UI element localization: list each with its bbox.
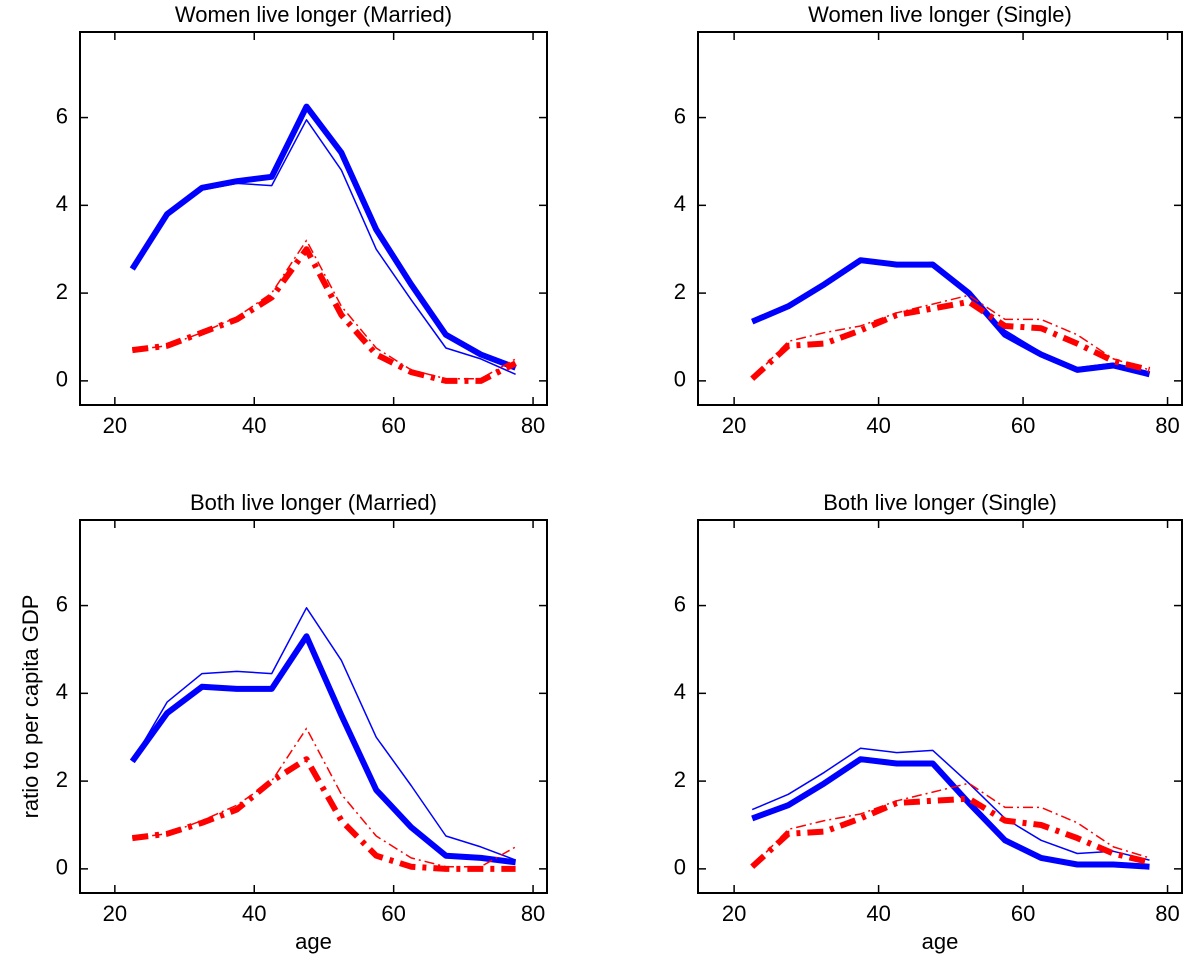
y-tick-label: 0 — [674, 367, 686, 392]
x-tick-label: 40 — [866, 901, 890, 926]
y-tick-label: 4 — [674, 679, 686, 704]
series-line — [129, 103, 517, 371]
series-line — [751, 257, 1151, 378]
y-tick-label: 0 — [674, 855, 686, 880]
x-tick-label: 40 — [242, 413, 266, 438]
series-line — [751, 747, 1150, 861]
y-tick-label: 6 — [674, 591, 686, 616]
plot-frame — [79, 31, 548, 406]
series-line — [131, 607, 516, 861]
x-tick-label: 20 — [103, 413, 127, 438]
y-tick-label: 4 — [56, 679, 68, 704]
x-tick-label: 80 — [521, 413, 545, 438]
series-line — [750, 795, 1151, 869]
x-tick-label: 40 — [242, 901, 266, 926]
x-tick-label: 80 — [1155, 413, 1179, 438]
y-tick-label: 2 — [674, 279, 686, 304]
y-tick-label: 4 — [674, 191, 686, 216]
plot-frame — [697, 519, 1183, 894]
chart-title: Women live longer (Married) — [175, 2, 452, 27]
chart-title: Both live longer (Married) — [190, 490, 437, 515]
x-tick-label: 40 — [866, 413, 890, 438]
x-axis-label: age — [295, 929, 332, 954]
y-axis-label: ratio to per capita GDP — [18, 595, 43, 819]
series-line — [132, 727, 516, 868]
plot-frame — [79, 519, 548, 894]
y-tick-label: 6 — [56, 103, 68, 128]
chart-title: Both live longer (Single) — [823, 490, 1057, 515]
series-line — [751, 782, 1150, 868]
series-line — [131, 756, 516, 872]
x-tick-label: 80 — [521, 901, 545, 926]
series-line — [751, 259, 1150, 373]
series-line — [131, 246, 517, 384]
y-tick-label: 4 — [56, 191, 68, 216]
y-tick-label: 2 — [56, 279, 68, 304]
plot-frame — [697, 31, 1183, 406]
x-axis-label: age — [922, 929, 959, 954]
series-line — [750, 298, 1151, 381]
series-line — [751, 756, 1150, 870]
y-tick-label: 0 — [56, 367, 68, 392]
series-line — [129, 633, 516, 866]
x-tick-label: 80 — [1155, 901, 1179, 926]
chart-title: Women live longer (Single) — [808, 2, 1072, 27]
series-line — [751, 294, 1150, 380]
y-tick-label: 2 — [56, 767, 68, 792]
x-tick-label: 60 — [1011, 901, 1035, 926]
x-tick-label: 20 — [722, 901, 746, 926]
series-line — [131, 119, 516, 375]
x-tick-label: 60 — [381, 413, 405, 438]
series-line — [132, 239, 516, 380]
y-tick-label: 6 — [56, 591, 68, 616]
x-tick-label: 20 — [722, 413, 746, 438]
x-tick-label: 60 — [381, 901, 405, 926]
x-tick-label: 60 — [1011, 413, 1035, 438]
y-tick-label: 2 — [674, 767, 686, 792]
y-tick-label: 0 — [56, 855, 68, 880]
x-tick-label: 20 — [103, 901, 127, 926]
y-tick-label: 6 — [674, 103, 686, 128]
